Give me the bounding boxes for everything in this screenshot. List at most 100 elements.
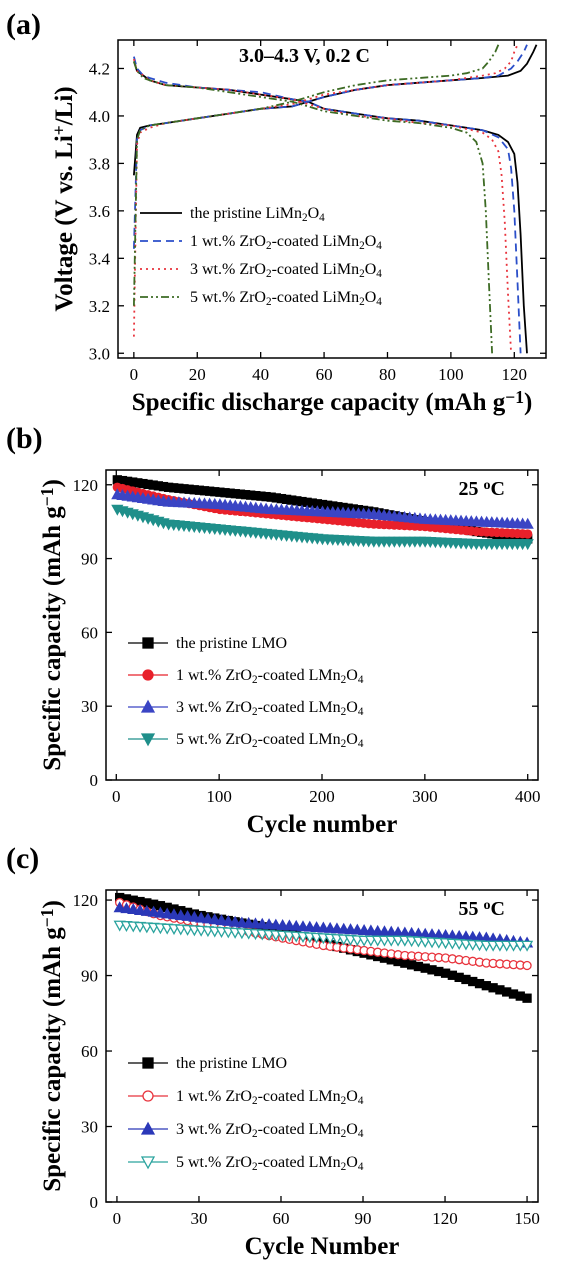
- y-tick-label: 120: [73, 476, 99, 495]
- data-point: [133, 903, 147, 915]
- text-run: o: [484, 478, 491, 493]
- x-tick-label: 0: [113, 1209, 122, 1228]
- data-point: [154, 906, 167, 918]
- y-tick-label: 30: [81, 697, 98, 716]
- text-run: −1: [37, 488, 57, 507]
- x-tick-label: 120: [502, 365, 528, 384]
- x-tick-label: 0: [112, 787, 121, 806]
- x-axis-title: Cycle number: [247, 811, 398, 838]
- x-tick-label: 90: [355, 1209, 372, 1228]
- legend-label: 1 wt.% ZrO2-coated LMn2O4: [176, 1088, 364, 1107]
- data-point: [523, 529, 533, 539]
- text-run: −1: [505, 387, 524, 407]
- text-run: 4: [358, 738, 364, 750]
- data-point: [358, 923, 371, 935]
- x-tick-label: 100: [206, 787, 232, 806]
- legend-label: 1 wt.% ZrO2-coated LiMn2O4: [190, 233, 382, 252]
- text-run: 4: [376, 240, 382, 252]
- legend-label: 5 wt.% ZrO2-coated LMn2O4: [176, 731, 364, 750]
- y-axis-title: Specific capacity (mAh g−1): [37, 479, 66, 771]
- text-run: O: [346, 1154, 358, 1171]
- data-point: [127, 903, 140, 915]
- text-run: 4: [358, 1128, 364, 1140]
- text-run: o: [484, 898, 491, 913]
- text-run: O: [346, 667, 358, 684]
- legend-label: the pristine LMO: [176, 635, 287, 652]
- text-run: 4: [358, 706, 364, 718]
- data-point: [140, 733, 156, 747]
- legend-label: 5 wt.% ZrO2-coated LiMn2O4: [190, 289, 382, 308]
- text-run: 5 wt.% ZrO: [176, 1154, 252, 1171]
- data-point: [337, 922, 350, 934]
- y-tick-label: 3.4: [89, 249, 111, 268]
- series-2: [133, 44, 519, 354]
- series-3: [113, 920, 534, 952]
- text-run: 2: [252, 1095, 258, 1107]
- text-run: 2: [341, 1095, 347, 1107]
- text-run: -coated LMn: [258, 699, 341, 716]
- data-point: [290, 919, 303, 931]
- x-axis-title: Cycle Number: [245, 1233, 400, 1260]
- y-tick-label: 60: [81, 623, 98, 642]
- text-run: -coated LMn: [258, 1121, 341, 1138]
- text-run: 3 wt.% ZrO: [176, 699, 252, 716]
- text-run: 2: [341, 674, 347, 686]
- text-run: O: [365, 233, 377, 250]
- data-point: [140, 1121, 156, 1135]
- data-point: [283, 919, 296, 931]
- data-point: [324, 921, 337, 933]
- text-run: -coated LiMn: [272, 233, 360, 250]
- panel-label: (a): [6, 8, 41, 41]
- text-run: /Li): [51, 86, 78, 126]
- x-tick-label: 400: [515, 787, 541, 806]
- y-tick-label: 120: [73, 891, 99, 910]
- text-run: 2: [252, 674, 258, 686]
- data-point: [269, 918, 282, 930]
- x-tick-label: 200: [309, 787, 335, 806]
- data-point: [522, 993, 532, 1003]
- text-run: 4: [376, 268, 382, 280]
- text-run: C: [491, 478, 505, 500]
- series-2: [111, 488, 534, 529]
- text-run: 2: [359, 268, 365, 280]
- text-run: Cycle Number: [245, 1233, 400, 1260]
- data-point: [140, 699, 156, 713]
- series-3: [133, 44, 500, 354]
- data-point: [201, 912, 215, 924]
- condition-annotation: 3.0–4.3 V, 0.2 C: [239, 45, 370, 67]
- legend-label: 5 wt.% ZrO2-coated LMn2O4: [176, 1154, 364, 1173]
- panel-label: (c): [6, 842, 39, 875]
- y-axis-title: Voltage (V vs. Li+/Li): [49, 86, 78, 311]
- text-run: −1: [37, 909, 57, 928]
- text-run: the pristine LMO: [176, 635, 287, 652]
- discharge-curve: [133, 56, 522, 354]
- discharge-curve: [133, 58, 512, 354]
- y-tick-label: 3.8: [89, 154, 110, 173]
- text-run: 3 wt.% ZrO: [176, 1121, 252, 1138]
- x-tick-label: 100: [438, 365, 464, 384]
- text-run: 1 wt.% ZrO: [190, 233, 266, 250]
- text-run: Specific discharge capacity (mAh g: [132, 389, 506, 416]
- y-tick-label: 90: [81, 967, 98, 986]
- y-tick-label: 3.6: [89, 202, 110, 221]
- data-point: [142, 669, 154, 681]
- text-run: the pristine LMO: [176, 1055, 287, 1072]
- text-run: 2: [359, 296, 365, 308]
- data-point: [120, 902, 133, 914]
- data-point: [344, 923, 357, 935]
- x-axis-title: Specific discharge capacity (mAh g−1): [132, 387, 533, 416]
- data-point: [262, 918, 276, 930]
- data-point: [222, 914, 235, 926]
- series-3: [111, 504, 534, 551]
- text-run: 2: [341, 1161, 347, 1173]
- text-run: C: [491, 898, 505, 920]
- y-tick-label: 3.2: [89, 297, 110, 316]
- data-point: [142, 637, 154, 649]
- legend-label: the pristine LMO: [176, 1055, 287, 1072]
- x-tick-label: 40: [252, 365, 269, 384]
- text-run: -coated LMn: [258, 731, 341, 748]
- text-run: O: [365, 261, 377, 278]
